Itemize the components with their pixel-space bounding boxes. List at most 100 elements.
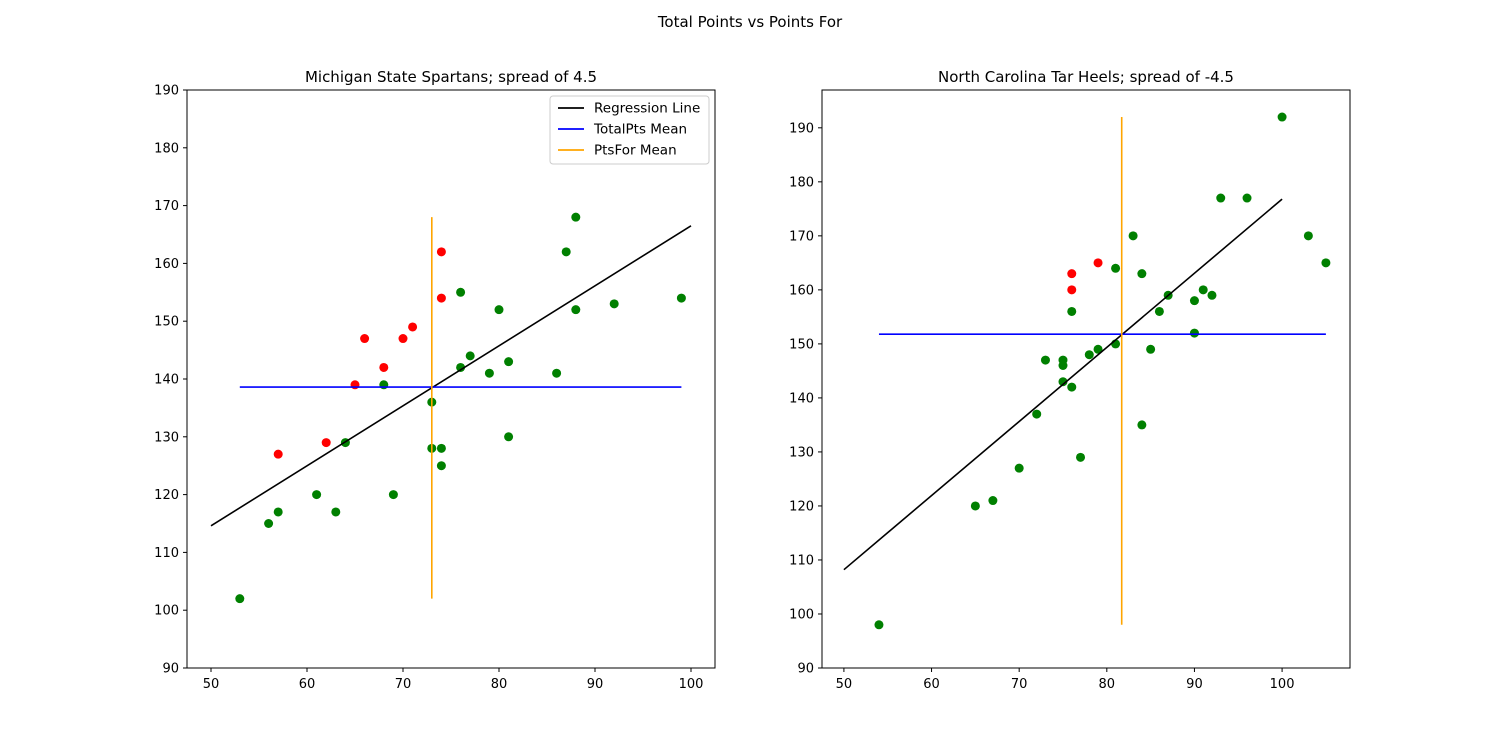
x-tick-label: 60	[923, 677, 940, 692]
green-point	[504, 432, 514, 442]
green-point	[379, 380, 389, 390]
green-point	[1146, 344, 1156, 354]
x-tick-label: 90	[587, 677, 604, 692]
x-tick-label: 100	[1270, 677, 1295, 692]
green-point	[561, 247, 571, 257]
x-tick-label: 60	[299, 677, 316, 692]
axes-frame	[186, 89, 716, 669]
green-point	[1014, 463, 1024, 473]
green-point	[552, 368, 562, 378]
axes-frame	[821, 89, 1351, 669]
red-point	[1067, 269, 1077, 279]
y-tick-label: 180	[789, 175, 814, 190]
green-point	[1137, 420, 1147, 430]
y-tick-label: 170	[154, 199, 179, 214]
green-point	[571, 212, 581, 222]
green-point	[1058, 377, 1068, 387]
green-point	[484, 368, 494, 378]
x-tick-label: 70	[1011, 677, 1028, 692]
x-tick-label: 70	[395, 677, 412, 692]
y-tick-label: 160	[154, 257, 179, 272]
green-point	[1084, 350, 1094, 360]
green-point	[1216, 193, 1226, 203]
right-subplot: North Carolina Tar Heels; spread of -4.5…	[789, 68, 1351, 692]
green-point	[331, 507, 341, 517]
red-point	[1067, 285, 1077, 295]
y-tick-label: 120	[154, 488, 179, 503]
green-point	[1111, 263, 1121, 273]
y-tick-label: 170	[789, 229, 814, 244]
green-point	[1303, 231, 1313, 241]
green-point	[1093, 344, 1103, 354]
legend-label: TotalPts Mean	[593, 122, 687, 138]
green-point	[436, 443, 446, 453]
green-point	[1277, 112, 1287, 122]
y-tick-label: 110	[154, 546, 179, 561]
y-tick-label: 110	[789, 553, 814, 568]
y-tick-label: 100	[789, 607, 814, 622]
green-point	[1076, 452, 1086, 462]
green-point	[264, 519, 274, 528]
green-point	[1128, 231, 1138, 241]
y-tick-label: 130	[789, 445, 814, 460]
green-point	[970, 501, 980, 511]
y-tick-label: 90	[797, 662, 814, 677]
red-point	[408, 322, 418, 332]
y-tick-label: 150	[154, 315, 179, 330]
green-point	[1032, 409, 1042, 419]
green-point	[436, 461, 446, 471]
green-point	[235, 594, 245, 604]
y-tick-label: 180	[154, 141, 179, 156]
green-point	[1154, 306, 1164, 316]
legend-label: Regression Line	[594, 101, 700, 117]
y-tick-label: 140	[789, 391, 814, 406]
y-tick-label: 90	[162, 662, 179, 677]
red-point	[360, 334, 370, 344]
y-tick-label: 150	[789, 337, 814, 352]
x-tick-label: 50	[203, 677, 220, 692]
red-point	[436, 247, 446, 257]
green-point	[312, 490, 322, 500]
green-point	[609, 299, 619, 309]
green-point	[494, 305, 504, 315]
x-tick-label: 80	[491, 677, 508, 692]
green-point	[676, 293, 686, 303]
green-point	[1189, 296, 1199, 306]
y-tick-label: 190	[154, 84, 179, 99]
red-point	[398, 334, 408, 344]
green-point	[504, 357, 514, 367]
green-point	[388, 490, 398, 500]
red-point	[350, 380, 360, 390]
y-tick-label: 130	[154, 430, 179, 445]
green-point	[1198, 285, 1208, 295]
green-point	[456, 287, 466, 297]
red-point	[1093, 258, 1103, 268]
green-point	[1058, 360, 1068, 370]
figure-suptitle: Total Points vs Points For	[657, 13, 843, 31]
green-point	[1189, 328, 1199, 338]
green-point	[273, 507, 283, 517]
red-point	[379, 362, 389, 372]
subplot-title: Michigan State Spartans; spread of 4.5	[305, 68, 597, 86]
x-tick-label: 80	[1099, 677, 1116, 692]
y-tick-label: 120	[789, 499, 814, 514]
legend: Regression Line TotalPts Mean PtsFor Mean	[549, 95, 710, 165]
green-point	[456, 362, 466, 372]
x-tick-label: 90	[1186, 677, 1203, 692]
green-point	[1137, 269, 1147, 279]
red-point	[273, 449, 283, 459]
legend-box	[549, 95, 710, 165]
green-point	[465, 351, 475, 361]
green-point	[1067, 306, 1077, 316]
left-subplot: Michigan State Spartans; spread of 4.5 50…	[154, 68, 716, 692]
green-point	[1207, 290, 1217, 300]
green-point	[1040, 355, 1050, 365]
y-tick-label: 100	[154, 604, 179, 619]
regression-line	[843, 198, 1283, 571]
y-tick-label: 190	[789, 121, 814, 136]
x-tick-label: 100	[679, 677, 704, 692]
red-point	[436, 293, 446, 303]
regression-line	[210, 225, 692, 527]
green-point	[874, 620, 884, 630]
